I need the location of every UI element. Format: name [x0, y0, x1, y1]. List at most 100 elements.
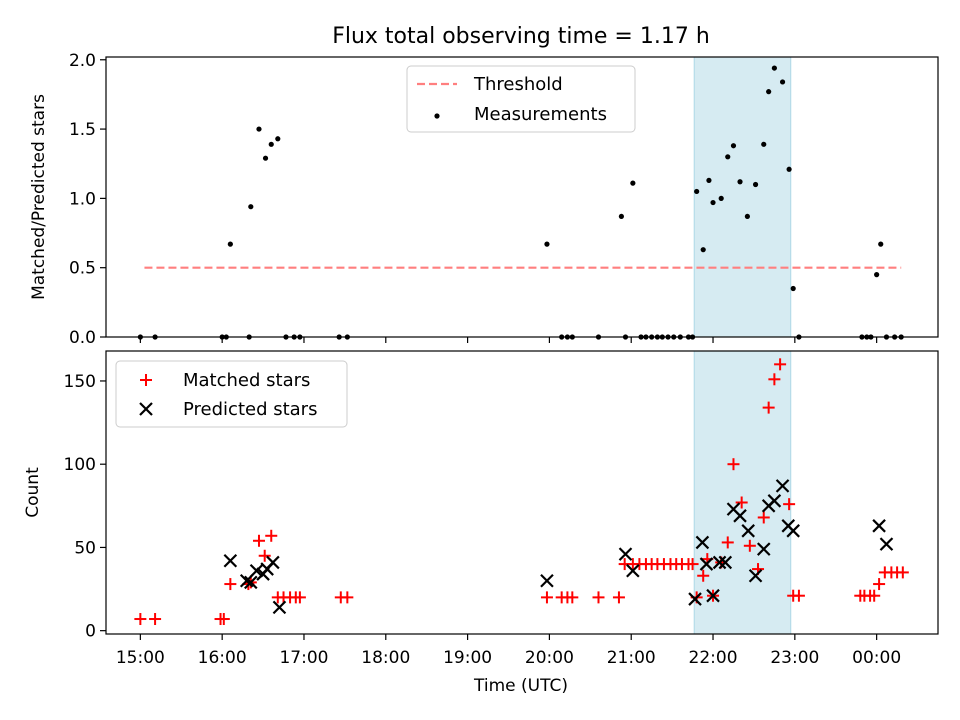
matched-star-point	[783, 498, 796, 511]
measurement-point	[256, 126, 262, 132]
legend-matched-label: Matched stars	[183, 370, 310, 391]
x-axis-label: Time (UTC)	[473, 676, 568, 696]
matched-star-point	[224, 578, 237, 591]
legend-predicted-marker	[139, 402, 153, 416]
measurement-point	[700, 247, 706, 253]
ratio-panel: 0.00.51.01.52.0 Matched/Predicted stars …	[29, 51, 939, 348]
matched-star-point	[743, 539, 756, 552]
predicted-star-point	[718, 555, 733, 570]
matched-star-point	[134, 613, 147, 626]
legend-threshold-label: Threshold	[473, 74, 563, 95]
measurement-point	[268, 141, 274, 147]
predicted-star-point	[223, 553, 238, 568]
predicted-star-point	[741, 524, 755, 538]
matched-star-point	[768, 373, 781, 386]
x-tick-label: 00:00	[852, 648, 901, 668]
matched-star-point	[774, 358, 787, 371]
legend: Matched stars Predicted stars	[115, 360, 348, 428]
plot-frame	[105, 350, 939, 635]
predicted-star-point	[618, 547, 633, 561]
x-tick-label: 23:00	[770, 648, 819, 668]
matched-star-point	[252, 534, 265, 547]
matched-star-point	[612, 591, 625, 604]
predicted-star-point	[272, 600, 287, 615]
matched-star-point	[735, 496, 748, 509]
measurement-point	[737, 179, 743, 185]
y-tick-label: 50	[74, 538, 96, 558]
x-tick-label: 17:00	[279, 648, 328, 668]
matched-star-point	[721, 536, 734, 549]
x-tick-label: 20:00	[525, 648, 574, 668]
predicted-star-point	[626, 563, 640, 578]
matched-star-point	[341, 591, 354, 604]
predicted-star-point	[266, 555, 280, 570]
y-axis-ticks: 0 50 100 150	[64, 372, 106, 642]
measurement-point	[725, 154, 731, 160]
measurement-point	[694, 188, 700, 195]
y-tick-label: 1.5	[69, 120, 96, 140]
matched-star-point	[762, 401, 775, 414]
plot-frame	[105, 56, 939, 338]
y-axis-label: Matched/Predicted stars	[29, 94, 49, 300]
legend-measurement-swatch	[434, 113, 440, 119]
predicted-star-point	[879, 537, 894, 551]
predicted-star-point	[699, 557, 714, 571]
y-tick-label: 0.0	[69, 328, 96, 348]
predicted-star-point	[775, 479, 790, 493]
matched-star-point	[566, 591, 579, 604]
measurement-point	[730, 143, 737, 149]
y-tick-label: 0	[85, 622, 96, 642]
x-tick-label: 21:00	[607, 648, 656, 668]
measurement-point	[630, 180, 636, 186]
predicted-star-point	[872, 519, 886, 533]
predicted-star-point	[748, 568, 763, 583]
legend-matched-marker	[140, 374, 152, 386]
matched-star-point	[868, 589, 881, 602]
predicted-star-point	[786, 524, 800, 538]
measurement-point	[779, 79, 786, 85]
matched-star-point	[149, 613, 162, 626]
x-tick-label: 16:00	[198, 648, 247, 668]
matched-star-point	[592, 591, 605, 604]
matched-star-point	[697, 569, 710, 582]
highlight-span	[693, 56, 792, 338]
measurement-point	[248, 204, 254, 210]
predicted-star-point	[756, 542, 771, 556]
measurement-point	[874, 272, 880, 278]
matched-star-point	[896, 566, 909, 579]
matched-star-point	[540, 591, 553, 604]
matched-star-point	[792, 589, 805, 602]
y-tick-label: 100	[64, 455, 96, 475]
count-panel: 0 50 100 150 15:00 16:00 17:00 18:00 19:00 20:00…	[23, 350, 939, 696]
measurement-point	[771, 65, 777, 71]
measurement-point	[275, 136, 281, 142]
measurement-point	[761, 141, 767, 147]
predicted-star-point	[244, 575, 258, 590]
measurement-point	[706, 177, 712, 183]
matched-star-point	[217, 613, 230, 626]
measurement-point	[786, 166, 792, 172]
legend-measurement-label: Measurements	[474, 104, 607, 125]
measurement-point	[752, 181, 759, 188]
legend-predicted-swatch	[139, 402, 153, 416]
y-axis-ticks: 0.0 0.5 1.0 1.5 2.0	[69, 51, 106, 348]
x-tick-label: 19:00	[443, 648, 492, 668]
predicted-star-point	[767, 494, 782, 508]
legend-predicted-label: Predicted stars	[183, 399, 317, 420]
measurement-point	[618, 213, 624, 220]
matched-star-point	[727, 458, 740, 471]
matched-star-point	[293, 591, 306, 604]
y-tick-label: 2.0	[69, 51, 96, 71]
legend-box	[406, 65, 636, 133]
measurement-point	[744, 213, 750, 220]
matched-star-point	[258, 549, 271, 562]
x-tick-label: 22:00	[689, 648, 738, 668]
y-tick-label: 150	[64, 372, 96, 392]
predicted-star-point	[706, 588, 720, 603]
predicted-star-point	[688, 592, 702, 606]
chart-title: Flux total observing time = 1.17 h	[332, 24, 710, 49]
matched-star-point	[265, 529, 278, 542]
measurement-point	[262, 155, 269, 161]
predicted-star-point	[695, 535, 710, 550]
